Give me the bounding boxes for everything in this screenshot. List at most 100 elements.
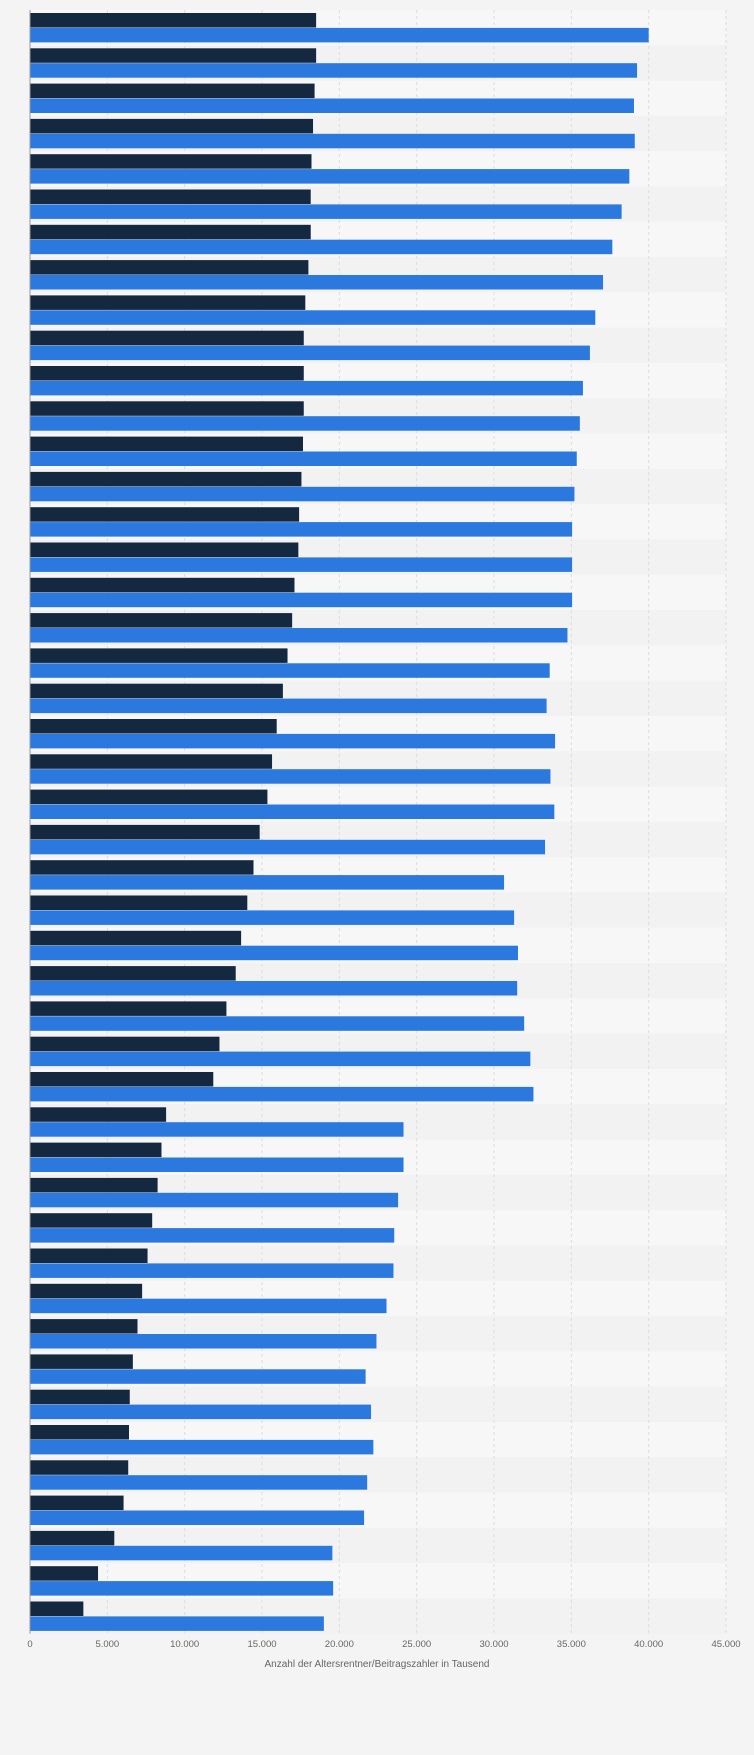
- bar-series-1: [30, 648, 288, 663]
- bar-series-1: [30, 1601, 84, 1616]
- bar-series-1: [30, 48, 317, 63]
- bar-series-2: [30, 239, 613, 255]
- bar-series-1: [30, 1389, 130, 1405]
- x-tick-label: 35.000: [557, 1639, 586, 1650]
- bar-series-2: [30, 910, 515, 925]
- bar-series-1: [30, 1001, 227, 1016]
- bar-series-2: [30, 1263, 394, 1278]
- bar-series-2: [30, 204, 622, 219]
- bar-series-1: [30, 189, 311, 204]
- bar-series-2: [30, 875, 505, 890]
- bar-series-2: [30, 804, 555, 819]
- bar-series-2: [30, 522, 573, 537]
- bar-series-1: [30, 824, 260, 840]
- x-tick-label: 30.000: [479, 1639, 508, 1650]
- bar-series-2: [30, 486, 575, 502]
- bar-series-2: [30, 1016, 525, 1031]
- bar-series-2: [30, 1122, 404, 1137]
- bar-series-2: [30, 27, 649, 43]
- bar-series-2: [30, 1581, 334, 1596]
- bars: [30, 13, 649, 1631]
- bar-series-1: [30, 754, 273, 769]
- bar-series-1: [30, 1248, 148, 1263]
- bar-series-2: [30, 1369, 366, 1384]
- bar-series-2: [30, 769, 551, 784]
- bar-series-1: [30, 436, 303, 452]
- bar-series-1: [30, 260, 309, 275]
- x-tick-label: 45.000: [711, 1639, 740, 1650]
- bar-series-2: [30, 733, 556, 749]
- bar-series-2: [30, 133, 635, 149]
- bar-series-1: [30, 1495, 124, 1511]
- bar-series-1: [30, 789, 268, 805]
- bar-series-2: [30, 628, 568, 643]
- bar-series-2: [30, 839, 546, 855]
- bar-series-2: [30, 1334, 377, 1349]
- bar-series-1: [30, 930, 242, 946]
- x-tick-label: 25.000: [402, 1639, 431, 1650]
- bar-series-2: [30, 1051, 531, 1067]
- bar-series-2: [30, 1157, 404, 1172]
- bar-series-1: [30, 507, 300, 522]
- bar-series-1: [30, 471, 302, 487]
- bar-series-1: [30, 1425, 129, 1440]
- bar-series-2: [30, 981, 518, 996]
- bar-series-1: [30, 1213, 153, 1228]
- bar-series-1: [30, 401, 304, 416]
- bar-series-2: [30, 310, 596, 325]
- bar-series-1: [30, 366, 304, 381]
- x-tick-label: 5.000: [95, 1639, 119, 1650]
- bar-series-1: [30, 13, 317, 28]
- bar-series-2: [30, 380, 583, 396]
- bar-series-1: [30, 295, 306, 310]
- bar-series-1: [30, 1460, 129, 1475]
- bar-series-1: [30, 1283, 143, 1299]
- x-axis-label: Anzahl der Altersrentner/Beitragszahler …: [265, 1659, 490, 1670]
- bar-series-2: [30, 1404, 372, 1420]
- bar-series-1: [30, 683, 283, 699]
- bar-series-1: [30, 542, 299, 557]
- bar-series-1: [30, 1072, 214, 1087]
- bar-series-2: [30, 345, 590, 361]
- bar-series-2: [30, 663, 550, 678]
- x-tick-label: 15.000: [247, 1639, 276, 1650]
- bar-series-2: [30, 451, 577, 466]
- bar-series-1: [30, 860, 254, 875]
- bar-series-1: [30, 613, 293, 628]
- bar-series-2: [30, 557, 573, 572]
- bar-series-1: [30, 1530, 115, 1546]
- bar-series-1: [30, 895, 248, 910]
- bar-series-1: [30, 330, 304, 346]
- bar-series-2: [30, 63, 638, 78]
- bar-series-2: [30, 1192, 399, 1208]
- bar-series-1: [30, 719, 277, 734]
- bar-series-1: [30, 577, 295, 593]
- bar-series-2: [30, 98, 634, 113]
- bar-series-2: [30, 698, 547, 714]
- bar-series-1: [30, 1142, 162, 1158]
- bar-series-1: [30, 118, 314, 134]
- bar-series-1: [30, 1036, 220, 1052]
- bar-series-2: [30, 1510, 365, 1525]
- bar-series-1: [30, 1354, 133, 1369]
- bar-series-2: [30, 1228, 395, 1243]
- x-axis: 0 5.000 10.000 15.000 20.000 25.000 30.000 35.0…: [27, 10, 741, 1650]
- bar-series-2: [30, 169, 630, 184]
- x-tick-label: 20.000: [325, 1639, 354, 1650]
- bar-series-2: [30, 1086, 534, 1102]
- bar-series-1: [30, 83, 315, 99]
- bar-series-1: [30, 1177, 158, 1193]
- bar-series-2: [30, 1545, 333, 1561]
- x-tick-label: 40.000: [634, 1639, 663, 1650]
- bar-series-2: [30, 1298, 387, 1314]
- bar-series-2: [30, 945, 518, 961]
- x-tick-label: 0: [27, 1639, 32, 1650]
- bar-series-2: [30, 275, 604, 290]
- bar-series-2: [30, 1475, 368, 1490]
- bar-series-1: [30, 1107, 167, 1122]
- bar-series-2: [30, 1439, 374, 1455]
- bar-series-1: [30, 1319, 138, 1334]
- bar-series-2: [30, 416, 580, 431]
